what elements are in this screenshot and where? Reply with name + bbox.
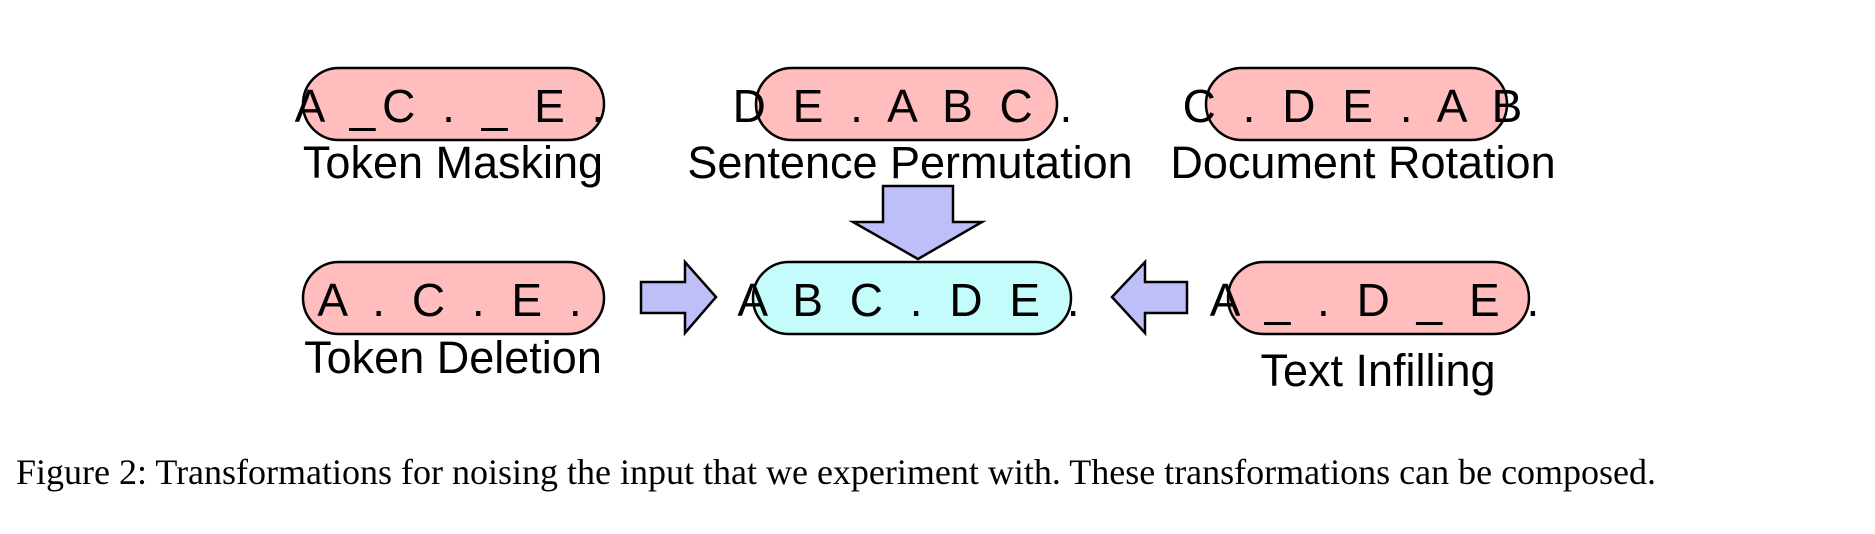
text-infilling-pill bbox=[1226, 260, 1531, 336]
node-token-masking: A _C . _ E . Token Masking bbox=[295, 66, 612, 188]
token-deletion-label: Token Deletion bbox=[304, 332, 602, 383]
figure-caption: Figure 2: Transformations for noising th… bbox=[16, 452, 1656, 492]
sentence-permutation-pill bbox=[754, 66, 1059, 142]
token-deletion-sequence: A . C . E . bbox=[317, 274, 588, 326]
document-rotation-pill bbox=[1204, 66, 1509, 142]
token-masking-sequence: A _C . _ E . bbox=[295, 80, 612, 132]
node-token-deletion: A . C . E . Token Deletion bbox=[301, 260, 606, 383]
token-masking-pill bbox=[301, 66, 606, 142]
arrow-down-icon bbox=[848, 184, 987, 261]
document-rotation-sequence: C . D E . A B bbox=[1183, 80, 1530, 132]
text-infilling-label: Text Infilling bbox=[1260, 345, 1495, 396]
node-document-rotation: C . D E . A B Document Rotation bbox=[1170, 66, 1556, 188]
node-original: A B C . D E . bbox=[737, 260, 1086, 336]
arrow-right-icon bbox=[639, 258, 718, 337]
text-infilling-sequence: A _ . D _ E . bbox=[1210, 274, 1546, 326]
token-deletion-pill bbox=[301, 260, 606, 336]
sentence-permutation-sequence: D E . A B C . bbox=[733, 80, 1080, 132]
node-text-infilling: A _ . D _ E . Text Infilling bbox=[1210, 260, 1546, 396]
original-sequence: A B C . D E . bbox=[737, 274, 1086, 326]
sentence-permutation-label: Sentence Permutation bbox=[687, 137, 1132, 188]
original-pill bbox=[751, 260, 1073, 336]
document-rotation-label: Document Rotation bbox=[1170, 137, 1555, 188]
arrow-left-icon bbox=[1110, 258, 1189, 337]
token-masking-label: Token Masking bbox=[303, 137, 603, 188]
node-sentence-permutation: D E . A B C . Sentence Permutation bbox=[687, 66, 1133, 188]
